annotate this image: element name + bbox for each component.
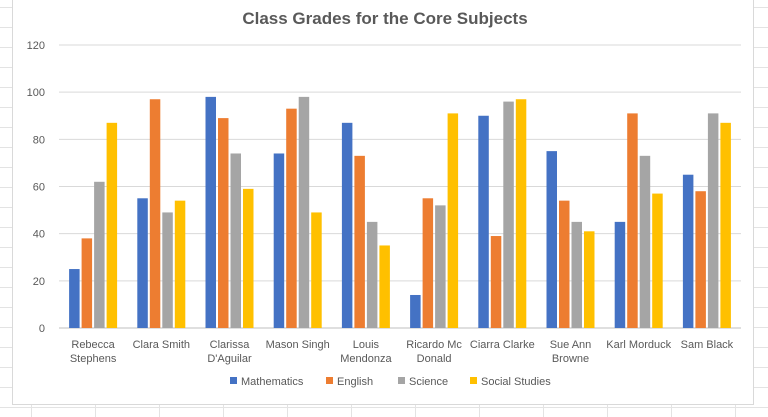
bar-social-studies[interactable] [174, 200, 186, 328]
legend-label: English [337, 376, 373, 388]
x-tick-label-line: Stephens [70, 353, 117, 365]
x-axis: Rebecca Stephens Clara Smith Clarissa D'Agui… [70, 339, 734, 365]
y-tick-label: 40 [33, 229, 45, 241]
bar-social-studies[interactable] [584, 231, 595, 328]
bar-social-studies[interactable] [515, 99, 527, 328]
x-tick-label: Louis Mendonza [340, 339, 392, 365]
bar-english[interactable] [354, 155, 365, 328]
bar-science[interactable] [298, 96, 310, 328]
bar-science[interactable] [503, 101, 514, 328]
bar-science[interactable] [230, 153, 242, 328]
legend-swatch [230, 377, 237, 384]
bar-mathematics[interactable] [69, 269, 80, 328]
bar-mathematics[interactable] [546, 151, 558, 328]
bar-mathematics[interactable] [478, 115, 489, 328]
bar-mathematics[interactable] [205, 96, 217, 328]
bar-mathematics[interactable] [341, 122, 353, 328]
bar-mathematics[interactable] [682, 174, 694, 328]
gridlines [59, 44, 741, 329]
x-tick-label-line: Louis [353, 339, 380, 351]
bar-science[interactable] [94, 181, 105, 328]
x-tick-label: Sue Ann Browne [550, 339, 592, 365]
x-tick-label-line: Ciarra Clarke [470, 339, 535, 351]
legend-label: Social Studies [481, 376, 551, 388]
y-tick-label: 20 [33, 276, 45, 288]
y-tick-label: 120 [27, 40, 45, 52]
x-tick-label-line: D'Aguilar [207, 353, 252, 365]
x-tick-label: Clara Smith [133, 339, 190, 351]
bar-science[interactable] [435, 205, 446, 328]
x-tick-label: Sam Black [681, 339, 734, 351]
legend-item[interactable]: English [326, 376, 373, 388]
legend-swatch [398, 377, 405, 384]
bar-science[interactable] [162, 212, 173, 328]
bar-english[interactable] [559, 200, 570, 328]
x-tick-label: Mason Singh [266, 339, 330, 351]
bar-english[interactable] [218, 118, 229, 328]
y-tick-label: 60 [33, 182, 45, 194]
bar-social-studies[interactable] [243, 188, 254, 328]
x-tick-label-line: Clarissa [210, 339, 251, 351]
chart-title: Class Grades for the Core Subjects [242, 9, 527, 28]
bar-english[interactable] [149, 99, 161, 328]
legend-item[interactable]: Social Studies [470, 376, 551, 388]
x-tick-label-line: Ricardo Mc [406, 339, 462, 351]
x-tick-label: Clarissa D'Aguilar [207, 339, 252, 365]
x-tick-label-line: Rebecca [71, 339, 115, 351]
bar-social-studies[interactable] [379, 245, 390, 328]
x-tick-label: Ciarra Clarke [470, 339, 535, 351]
bar-social-studies[interactable] [106, 122, 118, 328]
y-axis: 0 20 40 60 80 100 120 [27, 40, 45, 335]
y-tick-label: 100 [27, 87, 45, 99]
x-tick-label-line: Mason Singh [266, 339, 330, 351]
legend-swatch [470, 377, 477, 384]
legend-label: Science [409, 376, 448, 388]
bar-english[interactable] [627, 113, 638, 329]
x-tick-label-line: Karl Morduck [606, 339, 671, 351]
legend[interactable]: Mathematics English Science Social Studies [230, 376, 551, 388]
y-tick-label: 80 [33, 134, 45, 146]
bar-chart: Class Grades for the Core Subjects 0 20 40… [27, 9, 741, 388]
bar-social-studies[interactable] [652, 193, 663, 328]
x-tick-label-line: Mendonza [340, 353, 392, 365]
bar-english[interactable] [286, 108, 297, 328]
bars [69, 96, 731, 329]
chart-area[interactable]: Class Grades for the Core Subjects 0 20 40… [12, 0, 754, 405]
bar-science[interactable] [707, 113, 719, 329]
bar-social-studies[interactable] [311, 212, 322, 328]
x-tick-label-line: Sam Black [681, 339, 734, 351]
x-tick-label: Rebecca Stephens [70, 339, 117, 365]
legend-item[interactable]: Science [398, 376, 448, 388]
bar-mathematics[interactable] [273, 153, 285, 328]
bar-english[interactable] [490, 236, 502, 328]
bar-mathematics[interactable] [410, 294, 421, 328]
legend-swatch [326, 377, 333, 384]
bar-english[interactable] [695, 191, 706, 328]
bar-mathematics[interactable] [614, 221, 626, 328]
y-tick-label: 0 [39, 323, 45, 335]
x-tick-label-line: Browne [552, 353, 589, 365]
bar-mathematics[interactable] [137, 198, 148, 328]
x-tick-label-line: Sue Ann [550, 339, 592, 351]
bar-social-studies[interactable] [720, 122, 731, 328]
bar-science[interactable] [571, 221, 583, 328]
bar-english[interactable] [81, 238, 93, 328]
x-tick-label: Ricardo Mc Donald [406, 339, 462, 365]
legend-label: Mathematics [241, 376, 304, 388]
x-tick-label-line: Clara Smith [133, 339, 190, 351]
bar-social-studies[interactable] [447, 113, 459, 329]
x-tick-label-line: Donald [417, 353, 452, 365]
legend-item[interactable]: Mathematics [230, 376, 304, 388]
bar-science[interactable] [366, 221, 378, 328]
bar-science[interactable] [639, 155, 651, 328]
bar-english[interactable] [422, 198, 434, 328]
x-tick-label: Karl Morduck [606, 339, 671, 351]
